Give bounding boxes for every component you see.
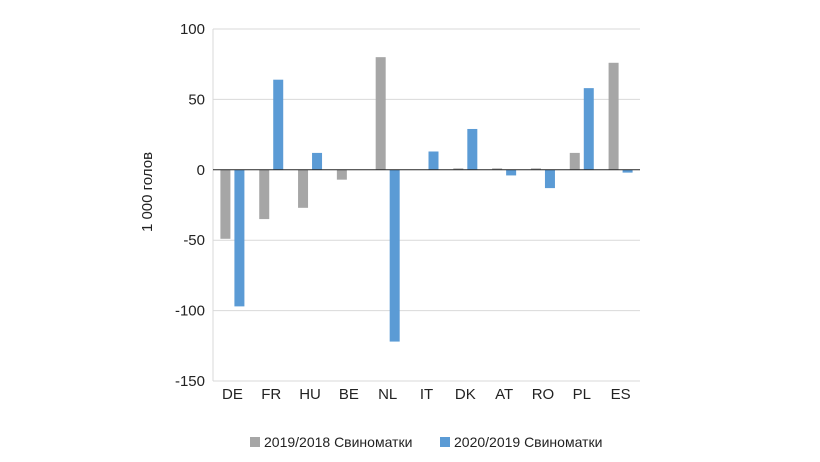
y-tick-label: -50 — [183, 232, 205, 249]
y-tick-label: 0 — [197, 162, 205, 179]
y-tick-label: 100 — [180, 21, 205, 38]
legend-label-2019-2018: 2019/2018 Свиноматки — [264, 434, 413, 450]
legend-item-2020-2019: 2020/2019 Свиноматки — [440, 434, 602, 450]
bar-nl-series-1 — [389, 169, 400, 342]
x-tick-label-de: DE — [222, 386, 243, 403]
bar-be-series-0 — [336, 169, 347, 180]
legend: 2019/2018 Свиноматки 2020/2019 Свиноматк… — [0, 434, 820, 454]
bar-ro-series-0 — [530, 168, 541, 170]
gridlines — [213, 28, 640, 382]
bar-dk-series-0 — [453, 168, 464, 170]
x-tick-label-es: ES — [611, 386, 631, 403]
y-tick-label: -150 — [175, 373, 205, 390]
axes — [212, 29, 640, 381]
bar-fr-series-0 — [259, 169, 270, 220]
x-tick-label-fr: FR — [261, 386, 281, 403]
bar-at-series-1 — [506, 169, 517, 176]
bar-pl-series-0 — [569, 152, 580, 170]
legend-swatch-gray — [250, 437, 260, 447]
bar-dk-series-1 — [467, 128, 478, 170]
bar-hu-series-0 — [298, 169, 309, 208]
y-tick-label: -100 — [175, 303, 205, 320]
x-tick-label-ro: RO — [532, 386, 555, 403]
bar-es-series-1 — [622, 169, 633, 173]
bar-es-series-0 — [608, 62, 619, 170]
bar-nl-series-0 — [375, 57, 386, 170]
bar-chart: 100 50 0 -50 -100 -150 DE FR HU BE NL IT DK AT RO PL ES… — [139, 21, 640, 403]
x-tick-labels: DE FR HU BE NL IT DK AT RO PL ES — [222, 386, 631, 403]
bar-de-series-0 — [220, 169, 231, 239]
x-tick-label-nl: NL — [378, 386, 397, 403]
x-tick-label-be: BE — [339, 386, 359, 403]
bar-at-series-0 — [492, 168, 503, 170]
bar-it-series-1 — [428, 151, 439, 170]
bar-pl-series-1 — [583, 88, 594, 170]
bars — [220, 57, 633, 342]
bar-ro-series-1 — [544, 169, 555, 189]
legend-label-2020-2019: 2020/2019 Свиноматки — [454, 434, 603, 450]
x-tick-label-dk: DK — [455, 386, 476, 403]
y-tick-label: 50 — [188, 91, 205, 108]
y-axis-label: 1 000 голов — [139, 152, 156, 232]
legend-item-2019-2018: 2019/2018 Свиноматки — [250, 434, 412, 450]
legend-swatch-blue — [440, 437, 450, 447]
bar-fr-series-1 — [273, 79, 284, 170]
x-tick-label-pl: PL — [573, 386, 591, 403]
x-tick-label-hu: HU — [299, 386, 321, 403]
x-tick-label-it: IT — [420, 386, 433, 403]
x-tick-label-at: AT — [495, 386, 513, 403]
bar-de-series-1 — [234, 169, 245, 307]
bar-hu-series-1 — [312, 152, 323, 170]
y-tick-labels: 100 50 0 -50 -100 -150 — [175, 21, 205, 390]
